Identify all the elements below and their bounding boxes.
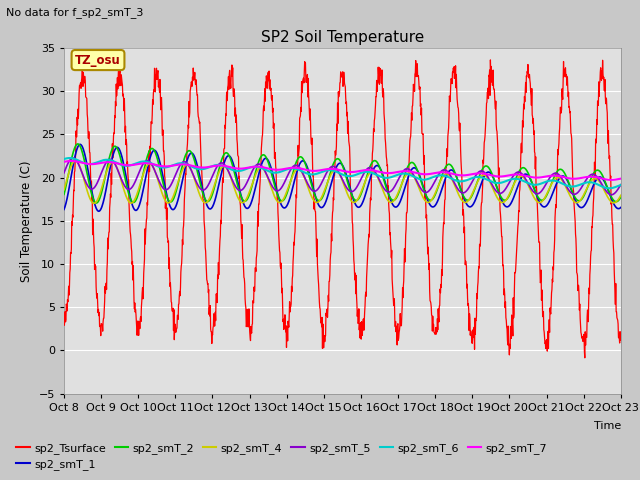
sp2_smT_4 — [247, 185, 255, 191]
sp2_smT_5 — [171, 174, 179, 180]
Text: TZ_osu: TZ_osu — [75, 54, 121, 67]
sp2_smT_7 — [60, 159, 68, 165]
sp2_smT_6 — [60, 156, 68, 162]
sp2_Tsurface — [184, 132, 191, 138]
sp2_smT_1 — [172, 205, 179, 211]
sp2_smT_7 — [607, 177, 615, 183]
sp2_smT_4 — [429, 194, 437, 200]
sp2_smT_1 — [60, 206, 68, 212]
sp2_smT_6 — [184, 162, 192, 168]
sp2_smT_5 — [60, 170, 68, 176]
sp2_smT_4 — [172, 189, 179, 194]
sp2_smT_2 — [185, 148, 193, 154]
Y-axis label: Soil Temperature (C): Soil Temperature (C) — [20, 160, 33, 282]
sp2_Tsurface — [551, 215, 559, 221]
sp2_smT_7 — [502, 173, 509, 179]
sp2_smT_2 — [74, 141, 82, 147]
sp2_smT_5 — [69, 155, 77, 161]
sp2_smT_6 — [66, 155, 74, 161]
Text: No data for f_sp2_smT_3: No data for f_sp2_smT_3 — [6, 7, 144, 18]
sp2_smT_7 — [617, 176, 625, 181]
sp2_smT_7 — [551, 173, 559, 179]
Line: sp2_smT_7: sp2_smT_7 — [64, 161, 621, 180]
sp2_smT_7 — [246, 164, 254, 170]
sp2_smT_4 — [502, 197, 510, 203]
sp2_smT_7 — [171, 162, 179, 168]
sp2_smT_7 — [67, 158, 75, 164]
sp2_smT_4 — [90, 201, 98, 206]
sp2_Tsurface — [429, 313, 436, 319]
sp2_smT_6 — [617, 182, 625, 188]
sp2_Tsurface — [486, 57, 494, 63]
Line: sp2_smT_6: sp2_smT_6 — [64, 158, 621, 188]
sp2_smT_2 — [93, 200, 100, 206]
sp2_smT_2 — [172, 192, 179, 198]
Line: sp2_smT_4: sp2_smT_4 — [64, 161, 621, 204]
Text: Time: Time — [593, 421, 621, 431]
sp2_smT_4 — [552, 176, 559, 181]
sp2_smT_1 — [502, 204, 510, 210]
sp2_smT_5 — [551, 170, 559, 176]
sp2_smT_5 — [429, 182, 437, 188]
Line: sp2_smT_1: sp2_smT_1 — [64, 144, 621, 211]
sp2_smT_4 — [60, 187, 68, 192]
sp2_smT_4 — [185, 163, 193, 169]
sp2_smT_6 — [502, 178, 509, 184]
sp2_smT_5 — [246, 172, 254, 178]
sp2_smT_2 — [60, 192, 68, 197]
sp2_smT_1 — [247, 201, 255, 206]
sp2_smT_1 — [552, 183, 559, 189]
sp2_smT_1 — [429, 204, 437, 210]
sp2_smT_2 — [247, 187, 255, 193]
sp2_Tsurface — [617, 336, 625, 342]
Line: sp2_smT_2: sp2_smT_2 — [64, 144, 621, 203]
sp2_Tsurface — [246, 334, 254, 340]
sp2_smT_5 — [502, 186, 509, 192]
sp2_smT_7 — [184, 162, 192, 168]
sp2_smT_1 — [185, 154, 193, 159]
sp2_smT_5 — [607, 192, 615, 198]
sp2_smT_5 — [617, 182, 625, 188]
sp2_smT_5 — [184, 162, 192, 168]
sp2_smT_6 — [246, 165, 254, 170]
sp2_smT_6 — [605, 185, 613, 191]
sp2_smT_6 — [171, 162, 179, 168]
sp2_smT_4 — [72, 158, 79, 164]
Legend: sp2_Tsurface, sp2_smT_1, sp2_smT_2, sp2_smT_4, sp2_smT_5, sp2_smT_6, sp2_smT_7: sp2_Tsurface, sp2_smT_1, sp2_smT_2, sp2_… — [12, 438, 552, 474]
sp2_smT_1 — [76, 142, 84, 147]
sp2_Tsurface — [502, 315, 509, 321]
sp2_smT_2 — [552, 171, 559, 177]
sp2_Tsurface — [581, 355, 589, 361]
sp2_smT_6 — [551, 178, 559, 184]
sp2_smT_2 — [617, 194, 625, 200]
sp2_Tsurface — [60, 318, 68, 324]
Line: sp2_smT_5: sp2_smT_5 — [64, 158, 621, 195]
sp2_smT_6 — [429, 174, 437, 180]
sp2_smT_2 — [429, 195, 437, 201]
sp2_smT_1 — [95, 208, 102, 214]
sp2_smT_4 — [617, 192, 625, 198]
Line: sp2_Tsurface: sp2_Tsurface — [64, 60, 621, 358]
sp2_smT_2 — [502, 197, 510, 203]
Title: SP2 Soil Temperature: SP2 Soil Temperature — [260, 30, 424, 46]
sp2_Tsurface — [170, 337, 178, 343]
sp2_smT_7 — [429, 170, 437, 176]
sp2_smT_1 — [617, 204, 625, 210]
